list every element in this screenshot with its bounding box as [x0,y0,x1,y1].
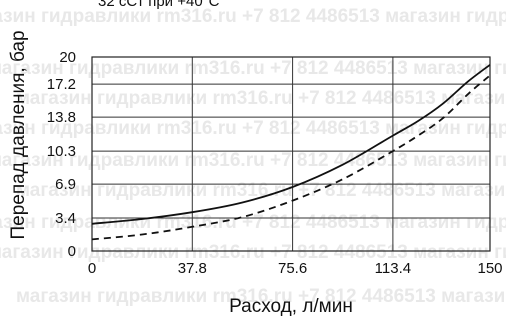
series [91,64,491,241]
x-axis-title: Расход, л/мин [229,296,353,317]
y-tick-label: 20 [59,49,76,66]
y-tick-label: 13.8 [47,109,76,126]
y-tick-label: 3.4 [55,210,76,227]
watermark-row: магазин гидравлики rm316.ru +7 812 44865… [0,150,506,171]
x-tick-label: 150 [477,260,502,277]
x-tick-label: 113.4 [375,260,411,277]
x-tick-label: 0 [88,260,96,277]
plot-frame [91,56,491,252]
watermark-row: магазин гидравлики rm316.ru +7 812 44865… [0,118,506,139]
series-line-1 [91,64,491,225]
watermark: магазин гидравлики rm316.ru +7 812 44865… [0,6,506,307]
grid [91,56,491,252]
x-tick-labels: 0 37.8 75.6 113.4 150 [88,260,503,277]
top-note: 32 сСт при +40°С [98,0,220,10]
watermark-row: магазин гидравлики rm316.ru +7 812 44865… [0,212,506,233]
y-tick-labels: 0 3.4 6.9 10.3 13.8 17.2 20 [47,49,76,260]
watermark-row: магазин гидравлики rm316.ru +7 812 44865… [16,286,506,307]
y-tick-label: 10.3 [47,143,76,160]
watermark-row: магазин гидравлики rm316.ru +7 812 44865… [0,6,506,27]
x-tick-label: 37.8 [178,260,207,277]
y-tick-label: 6.9 [55,176,76,193]
y-tick-label: 17.2 [47,76,76,93]
x-tick-label: 75.6 [278,260,307,277]
watermark-row: магазин гидравлики rm316.ru +7 812 44865… [0,242,506,263]
y-axis-title: Перепад давления, бар [8,30,29,239]
watermark-row: магазин гидравлики rm316.ru +7 812 44865… [16,88,506,109]
watermark-row: магазин гидравлики rm316.ru +7 812 44865… [16,180,506,201]
watermark-row: магазин гидравлики rm316.ru +7 812 44865… [0,58,506,79]
y-tick-label: 0 [68,243,76,260]
series-line-2 [91,74,491,241]
